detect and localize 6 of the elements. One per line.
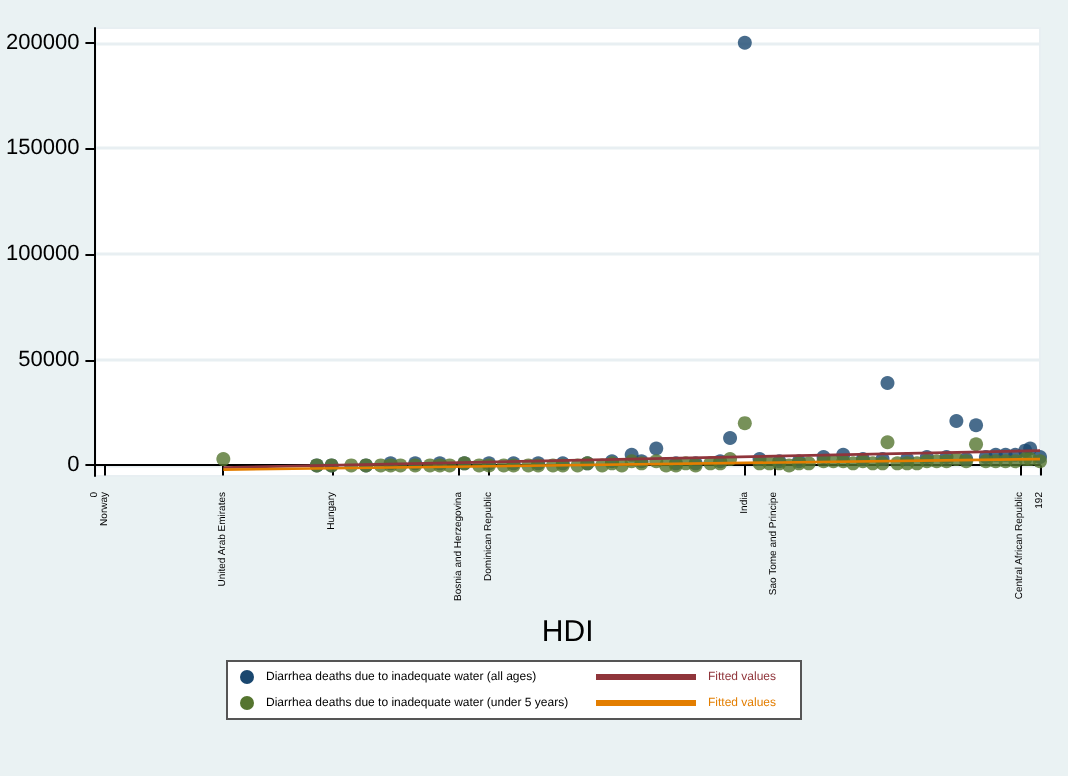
x-axis-title: HDI [541,614,594,649]
y-tick-label: 150000 [5,136,80,161]
y-tick-label: 0 [67,453,80,478]
y-tick-label: 50000 [18,347,80,372]
y-tick-label: 200000 [5,30,80,55]
y-tick-label: 100000 [5,242,80,267]
